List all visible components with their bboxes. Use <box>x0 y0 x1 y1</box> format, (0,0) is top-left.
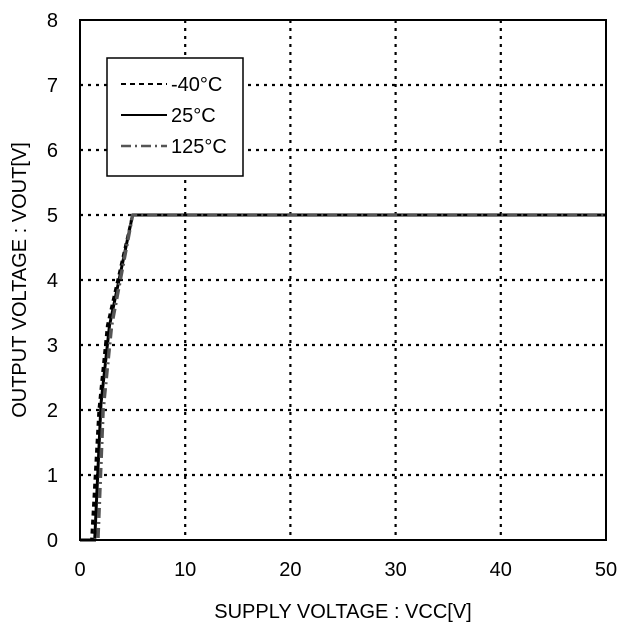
y-tick-label-2: 2 <box>47 400 58 422</box>
series-layer <box>80 213 606 542</box>
x-axis-title: SUPPLY VOLTAGE : VCC[V] <box>214 601 472 623</box>
y-axis-title: OUTPUT VOLTAGE : VOUT[V] <box>9 142 31 418</box>
y-tick-label-8: 8 <box>47 10 58 32</box>
x-tick-label-20: 20 <box>279 559 301 581</box>
series-line-1 <box>80 213 606 542</box>
legend-items: -40°C 25°C 125°C <box>121 74 227 158</box>
x-tick-label-30: 30 <box>384 559 406 581</box>
grid-layer <box>80 20 606 540</box>
y-tick-label-0: 0 <box>47 530 58 552</box>
y-tick-label-3: 3 <box>47 335 58 357</box>
x-tick-label-0: 0 <box>74 559 85 581</box>
y-tick-label-4: 4 <box>47 270 58 292</box>
x-tick-label-40: 40 <box>490 559 512 581</box>
series-line-3 <box>80 213 606 542</box>
tick-label-layer: 0 10 20 30 40 50 0 1 2 3 4 5 6 7 8 <box>47 10 617 581</box>
y-tick-label-7: 7 <box>47 75 58 97</box>
legend-label-2: 25°C <box>171 105 216 127</box>
legend: -40°C 25°C 125°C <box>106 57 244 177</box>
y-tick-label-1: 1 <box>47 465 58 487</box>
legend-box <box>106 57 244 177</box>
legend-label-1: -40°C <box>171 74 222 96</box>
y-tick-label-5: 5 <box>47 205 58 227</box>
plot-frame <box>79 19 607 541</box>
series-line-2 <box>80 213 606 542</box>
x-tick-label-50: 50 <box>595 559 617 581</box>
legend-label-3: 125°C <box>171 136 227 158</box>
y-tick-label-6: 6 <box>47 140 58 162</box>
x-tick-label-10: 10 <box>174 559 196 581</box>
